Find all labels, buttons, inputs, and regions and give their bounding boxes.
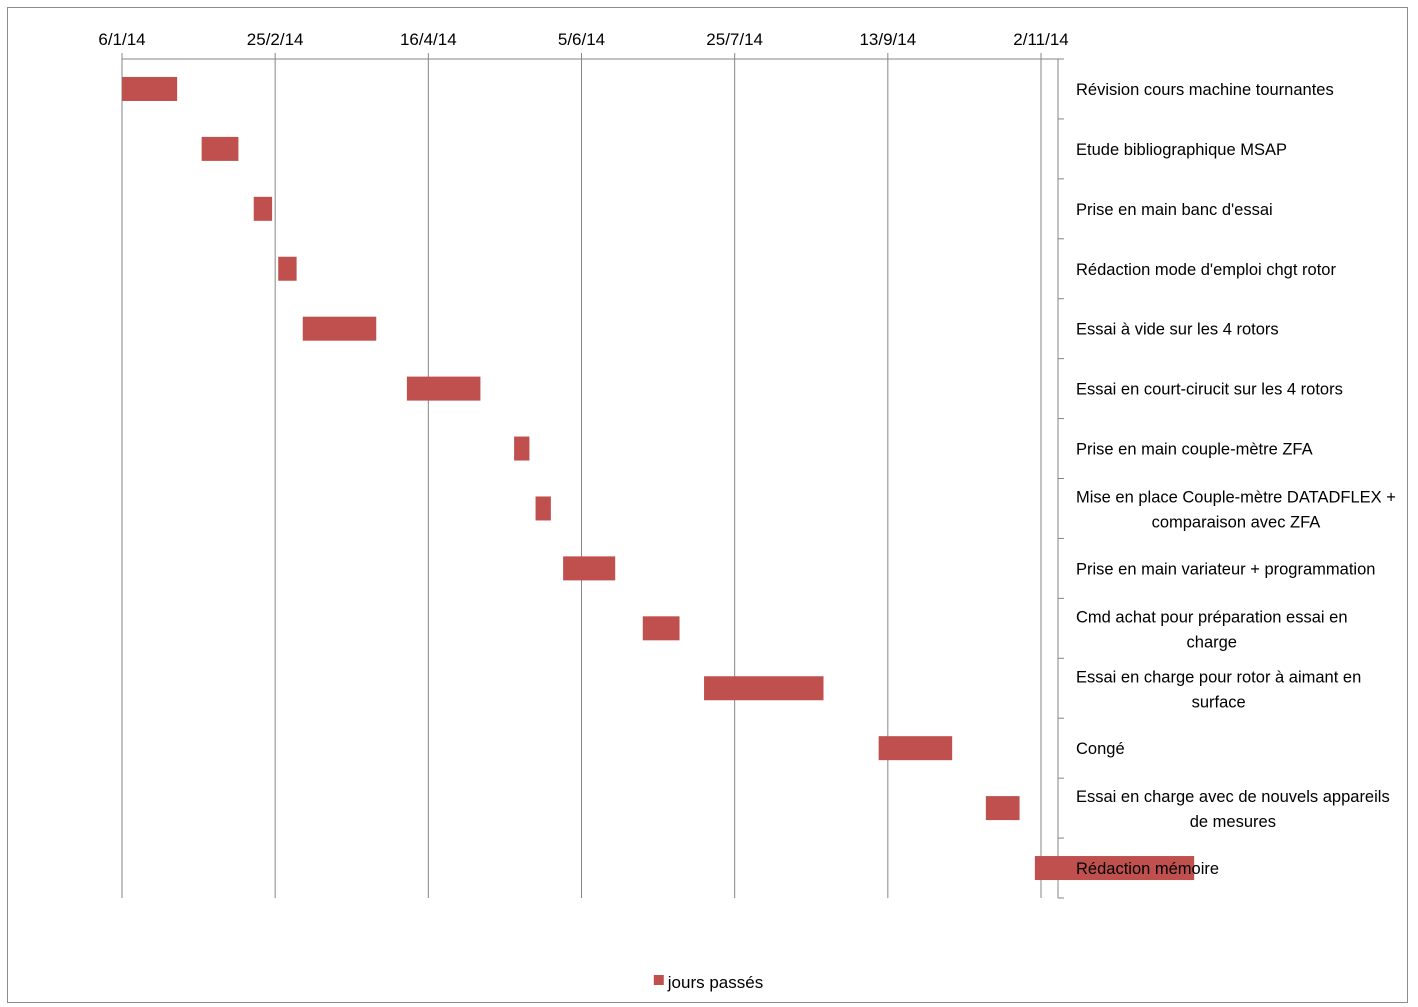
task-label: Rédaction mémoire	[1076, 860, 1219, 878]
x-axis: 6/1/14 25/2/14 16/4/14 5/6/14 25/7/14 13/9/14…	[98, 30, 1069, 60]
task-label: Cmd achat pour préparation essai en charg…	[1076, 608, 1348, 651]
task-bar	[704, 676, 824, 701]
x-tick-label: 25/2/14	[247, 30, 304, 49]
task-label: Etude bibliographique MSAP	[1076, 141, 1287, 159]
x-tick-label: 6/1/14	[98, 30, 145, 49]
task-label: Prise en main couple-mètre ZFA	[1076, 441, 1313, 459]
x-tick-label: 5/6/14	[558, 30, 605, 49]
x-tick-label: 2/11/14	[1013, 30, 1068, 49]
task-bar	[985, 796, 1020, 821]
task-bar	[253, 196, 273, 221]
task-bar	[535, 496, 551, 521]
task-bar	[201, 136, 239, 161]
task-label: Prise en main variateur + programmation	[1076, 560, 1375, 578]
task-label: Congé	[1076, 740, 1125, 758]
legend-swatch	[653, 975, 664, 985]
legend: jours passés	[653, 973, 763, 992]
task-label: Essai en charge pour rotor à aimant en su…	[1076, 668, 1361, 711]
task-bar	[514, 436, 530, 461]
task-bar	[302, 316, 377, 341]
task-label: Prise en main banc d'essai	[1076, 201, 1273, 219]
x-tick-label: 13/9/14	[859, 30, 916, 49]
task-label: Essai en court-cirucit sur les 4 rotors	[1076, 381, 1343, 399]
task-label: Mise en place Couple-mètre DATADFLEX + co…	[1076, 488, 1396, 531]
task-label: Révision cours machine tournantes	[1076, 81, 1334, 99]
task-label: Rédaction mode d'emploi chgt rotor	[1076, 261, 1336, 279]
task-bar	[1034, 856, 1195, 881]
grid-lines	[121, 59, 1042, 898]
chart-frame: 6/1/14 25/2/14 16/4/14 5/6/14 25/7/14 13/9/14…	[7, 7, 1408, 1003]
task-bars	[122, 76, 1195, 881]
y-axis	[1057, 58, 1064, 899]
task-label: Essai à vide sur les 4 rotors	[1076, 321, 1279, 339]
task-bar	[563, 556, 616, 581]
task-bar	[642, 616, 680, 641]
task-label: Essai en charge avec de nouvels appareil…	[1076, 788, 1390, 831]
x-tick-label: 25/7/14	[706, 30, 763, 49]
task-labels: Révision cours machine tournantes Etude b…	[1076, 81, 1396, 878]
task-bar	[406, 376, 481, 401]
gantt-chart: 6/1/14 25/2/14 16/4/14 5/6/14 25/7/14 13/9/14…	[98, 30, 1396, 992]
x-tick-label: 16/4/14	[400, 30, 457, 49]
task-bar	[122, 76, 178, 101]
task-bar	[278, 256, 297, 281]
task-bar	[878, 736, 953, 761]
legend-label: jours passés	[667, 973, 763, 992]
